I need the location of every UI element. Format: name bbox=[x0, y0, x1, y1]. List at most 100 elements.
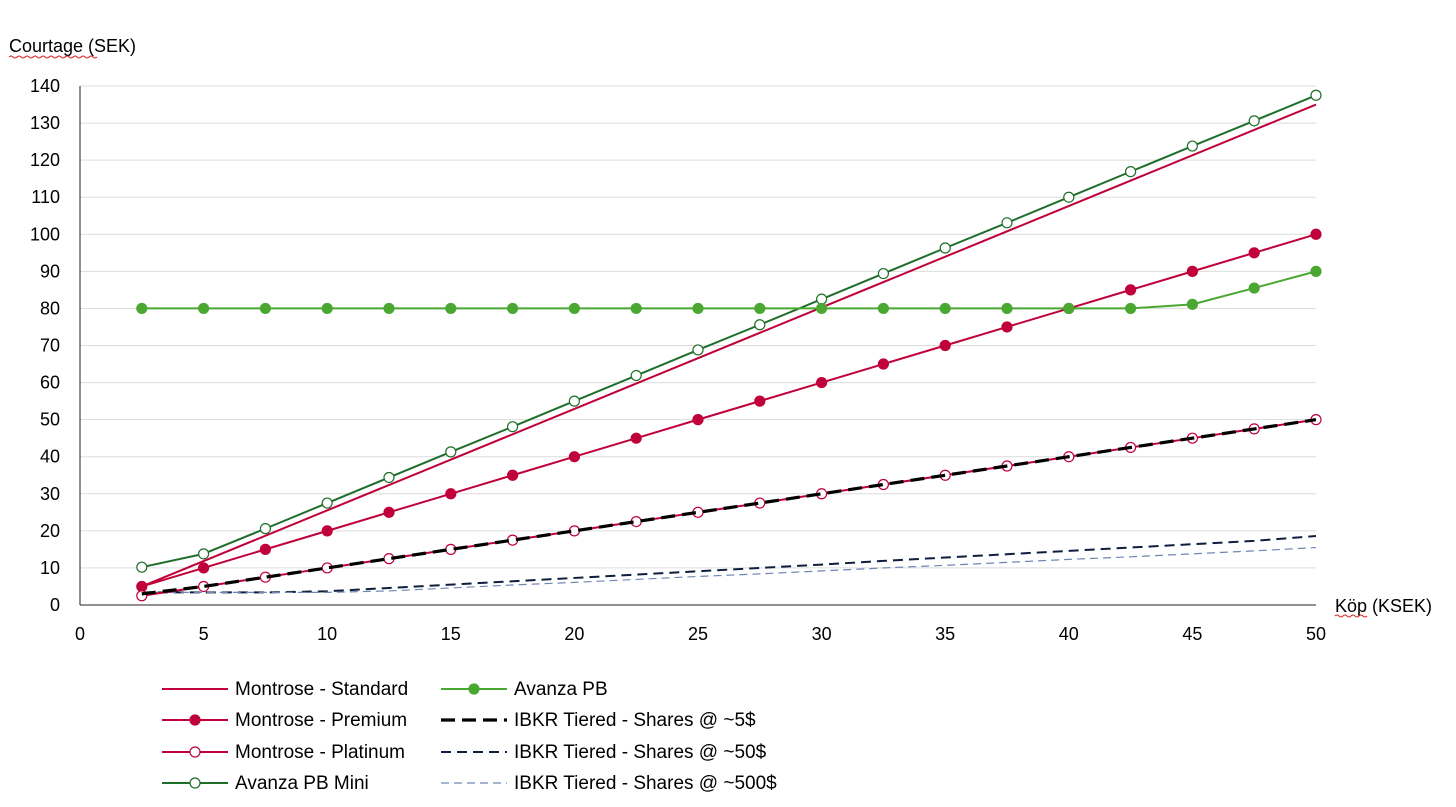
series-line bbox=[141, 103, 1317, 588]
data-point bbox=[1063, 302, 1075, 315]
legend-label: Avanza PB Mini bbox=[235, 773, 369, 794]
legend-marker bbox=[189, 714, 201, 726]
data-point bbox=[1001, 302, 1013, 315]
data-point bbox=[383, 302, 395, 315]
legend-item: Avanza PB Mini bbox=[162, 773, 369, 794]
series-line bbox=[141, 270, 1317, 310]
x-tick-label: 25 bbox=[688, 624, 708, 644]
y-tick-label: 60 bbox=[40, 373, 60, 393]
series-line bbox=[141, 94, 1317, 569]
data-point bbox=[321, 302, 333, 315]
data-point bbox=[506, 302, 519, 315]
series-6 bbox=[141, 535, 1317, 594]
legend-label: Montrose - Premium bbox=[235, 710, 407, 731]
data-point bbox=[445, 488, 457, 500]
data-point bbox=[754, 395, 766, 407]
series-5 bbox=[141, 418, 1317, 596]
data-point bbox=[754, 319, 766, 331]
legend-marker bbox=[189, 746, 201, 758]
data-point bbox=[136, 561, 148, 573]
y-axis-title: Courtage (SEK) bbox=[9, 36, 136, 56]
data-point bbox=[877, 267, 890, 280]
y-tick-label: 130 bbox=[30, 113, 60, 133]
y-tick-label: 50 bbox=[40, 410, 60, 430]
series-1 bbox=[136, 228, 1322, 593]
y-tick-label: 80 bbox=[40, 298, 60, 318]
series-line bbox=[141, 546, 1317, 593]
legend: Montrose - Standard Montrose - Premium Mon… bbox=[162, 679, 777, 794]
x-tick-label: 45 bbox=[1182, 624, 1202, 644]
data-point bbox=[568, 451, 581, 463]
series-line bbox=[141, 535, 1317, 594]
data-point bbox=[1001, 321, 1013, 333]
gridlines bbox=[80, 85, 1316, 569]
x-tick-label: 30 bbox=[812, 624, 832, 644]
data-point bbox=[630, 432, 642, 444]
data-point bbox=[383, 506, 395, 518]
spellcheck-underline bbox=[1334, 614, 1368, 618]
x-tick-label: 5 bbox=[199, 624, 209, 644]
data-point bbox=[692, 414, 704, 426]
legend-item: IBKR Tiered - Shares @ ~5$ bbox=[441, 710, 756, 731]
data-point bbox=[815, 293, 828, 305]
legend-label: Avanza PB bbox=[514, 679, 608, 700]
data-point bbox=[383, 471, 395, 484]
series-3 bbox=[136, 89, 1322, 573]
data-point bbox=[1310, 228, 1322, 240]
legend-item: Avanza PB bbox=[441, 679, 608, 700]
data-point bbox=[136, 302, 148, 315]
legend-item: IBKR Tiered - Shares @ ~500$ bbox=[441, 773, 777, 794]
data-point bbox=[321, 525, 333, 537]
y-tick-label: 10 bbox=[40, 558, 60, 578]
data-point bbox=[1248, 282, 1260, 294]
data-point bbox=[630, 369, 642, 382]
data-point bbox=[939, 339, 951, 352]
legend-label: IBKR Tiered - Shares @ ~50$ bbox=[514, 742, 767, 763]
data-point bbox=[259, 543, 271, 555]
data-point bbox=[1001, 217, 1013, 229]
data-point bbox=[321, 497, 333, 509]
x-tick-label: 50 bbox=[1306, 624, 1326, 644]
y-tick-label: 70 bbox=[40, 336, 60, 356]
legend-item: IBKR Tiered - Shares @ ~50$ bbox=[441, 742, 767, 763]
y-tick-label: 20 bbox=[40, 521, 60, 541]
data-point bbox=[754, 302, 766, 315]
legend-item: Montrose - Premium bbox=[162, 710, 407, 731]
data-point bbox=[939, 242, 951, 254]
series-4 bbox=[136, 265, 1322, 315]
legend-label: Montrose - Platinum bbox=[235, 742, 405, 763]
y-tick-label: 0 bbox=[50, 595, 60, 615]
data-point bbox=[198, 302, 210, 315]
data-point bbox=[1186, 140, 1199, 152]
legend-item: Montrose - Platinum bbox=[162, 742, 405, 763]
x-axis-title: Köp (KSEK) bbox=[1335, 596, 1432, 616]
data-point bbox=[198, 562, 210, 574]
data-point bbox=[259, 523, 271, 535]
data-point bbox=[1124, 284, 1137, 296]
x-tick-label: 35 bbox=[935, 624, 955, 644]
data-point bbox=[815, 302, 828, 315]
series-0 bbox=[141, 103, 1317, 588]
data-point bbox=[1310, 265, 1322, 277]
legend-label: IBKR Tiered - Shares @ ~500$ bbox=[514, 773, 777, 794]
y-tick-label: 90 bbox=[40, 261, 60, 281]
data-point bbox=[692, 302, 704, 315]
legend-label: Montrose - Standard bbox=[235, 679, 408, 700]
legend-marker bbox=[189, 777, 201, 789]
data-point bbox=[877, 302, 890, 315]
x-tick-label: 15 bbox=[441, 624, 461, 644]
data-point bbox=[1310, 89, 1322, 101]
legend-item: Montrose - Standard bbox=[162, 679, 408, 700]
x-tick-label: 0 bbox=[75, 624, 85, 644]
y-tick-label: 40 bbox=[40, 447, 60, 467]
data-point bbox=[259, 302, 271, 315]
legend-label: IBKR Tiered - Shares @ ~5$ bbox=[514, 710, 756, 731]
tick-labels: 0 10 20 30 40 50 60 70 80 90 100 110 120 130 140 0 5 10 15… bbox=[30, 76, 1326, 644]
data-point bbox=[136, 580, 148, 593]
data-point bbox=[1124, 302, 1137, 315]
data-point bbox=[568, 302, 581, 315]
series-group bbox=[136, 89, 1322, 602]
data-point bbox=[1186, 298, 1199, 310]
x-tick-label: 40 bbox=[1059, 624, 1079, 644]
